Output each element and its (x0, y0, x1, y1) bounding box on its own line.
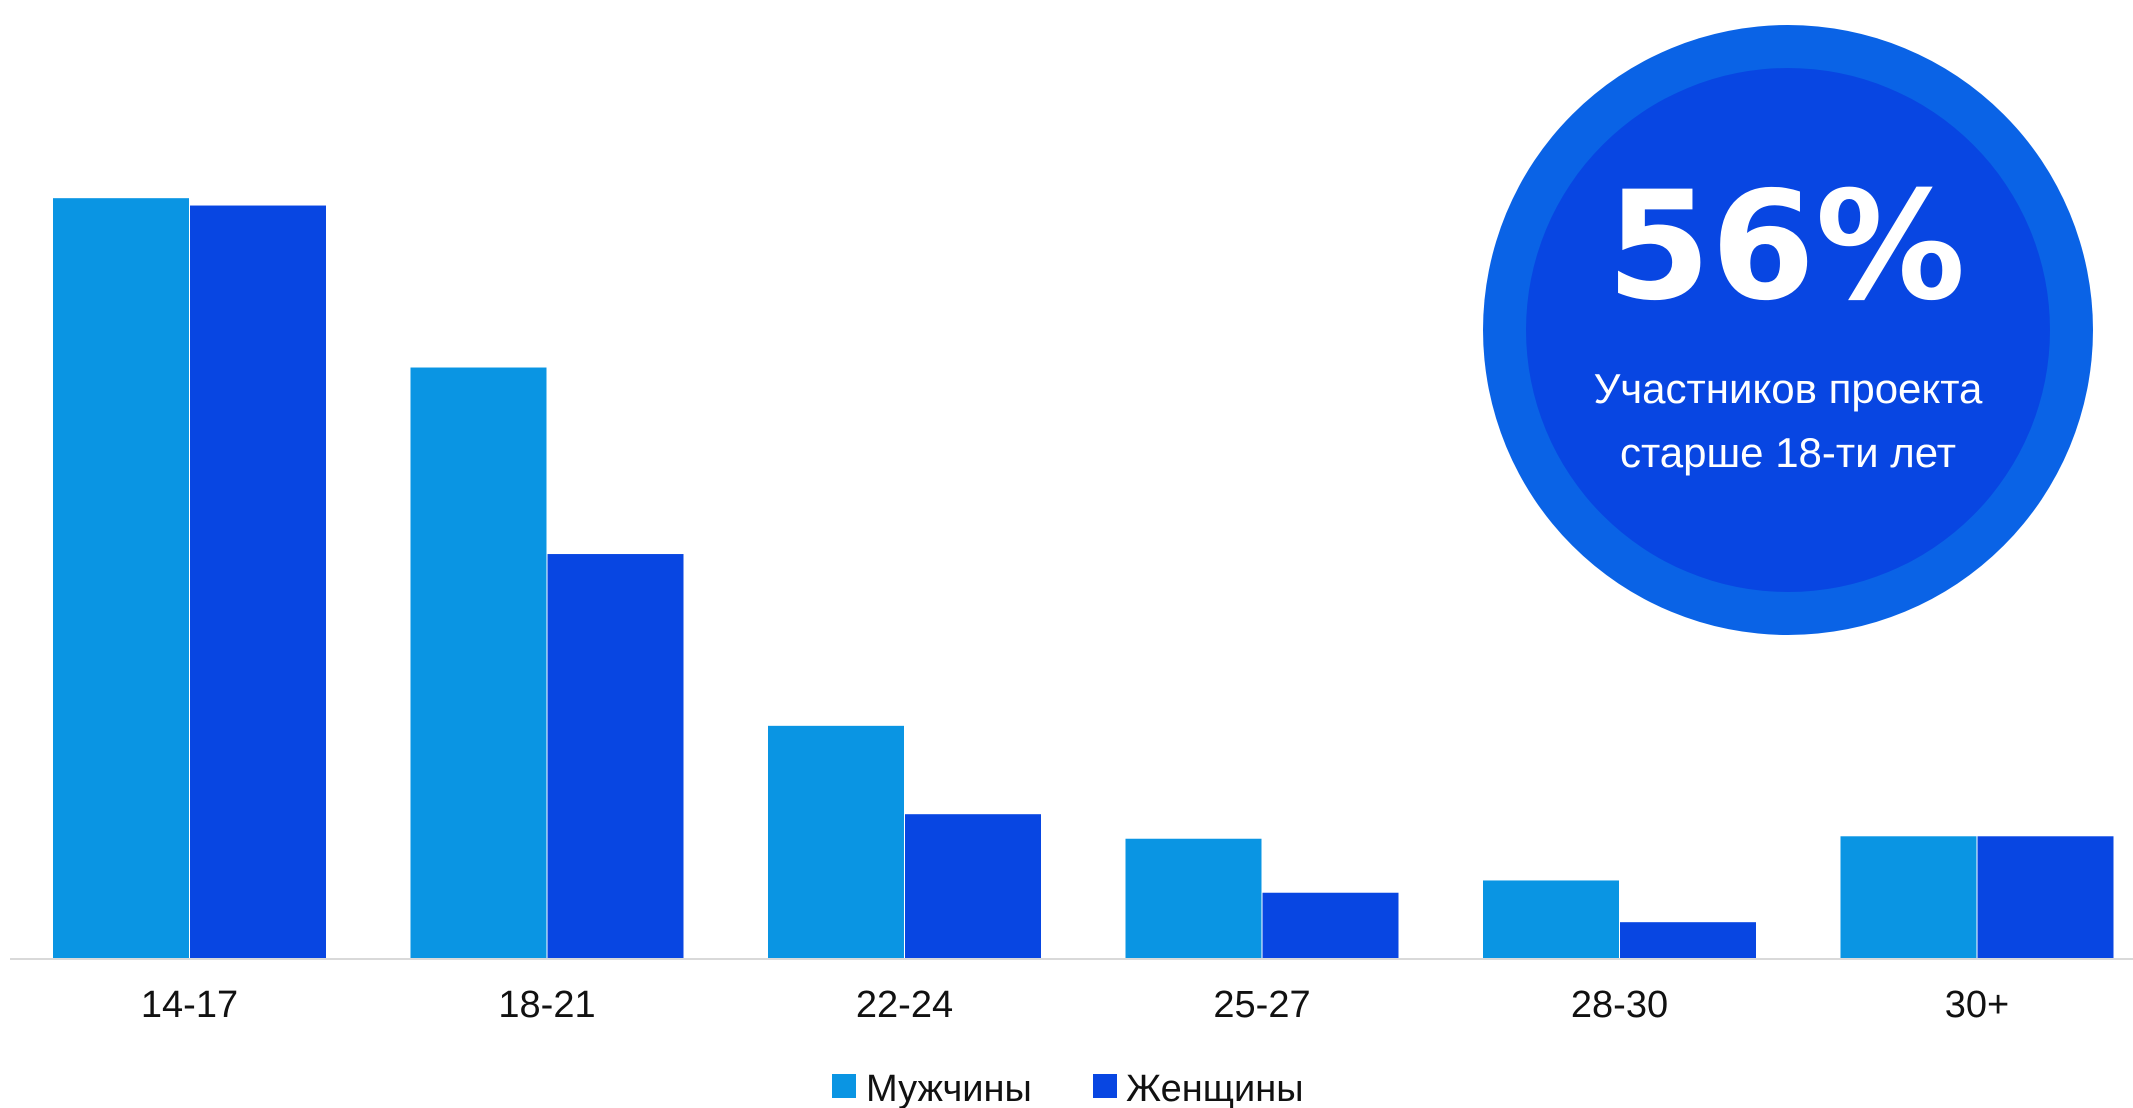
bar-women-14-17 (190, 205, 326, 959)
x-tick-label: 18-21 (498, 984, 595, 1026)
x-tick-labels: 14-17 18-21 22-24 25-27 28-30 30+ (141, 984, 2009, 1026)
bar-women-18-21 (547, 554, 684, 959)
bar-men-22-24 (768, 725, 904, 959)
bar-women-22-24 (905, 814, 1041, 959)
badge-value: 56% (1606, 160, 1965, 334)
stat-badge: 56% Участников проекта старше 18-ти лет (1483, 25, 2093, 635)
bar-women-25-27 (1262, 892, 1399, 959)
x-tick-label: 30+ (1945, 984, 2009, 1026)
badge-inner-circle (1526, 68, 2050, 592)
bars-layer (53, 198, 2114, 959)
bar-men-18-21 (410, 367, 547, 959)
bar-men-28-30 (1483, 880, 1619, 959)
legend-swatch-men (832, 1074, 856, 1098)
x-tick-label: 25-27 (1213, 984, 1310, 1026)
badge-caption-line2: старше 18-ти лет (1620, 429, 1956, 476)
bar-men-30+ (1840, 836, 1977, 959)
legend: Мужчины Женщины (832, 1068, 1304, 1108)
badge-caption-line1: Участников проекта (1594, 365, 1983, 412)
bar-men-25-27 (1125, 838, 1262, 959)
bar-men-14-17 (53, 198, 189, 959)
legend-label-men: Мужчины (866, 1068, 1032, 1108)
x-tick-label: 28-30 (1571, 984, 1668, 1026)
x-tick-label: 14-17 (141, 984, 238, 1026)
bar-women-30+ (1977, 836, 2114, 959)
legend-label-women: Женщины (1126, 1068, 1304, 1108)
bar-women-28-30 (1620, 922, 1756, 959)
legend-swatch-women (1093, 1074, 1117, 1098)
x-tick-label: 22-24 (856, 984, 953, 1026)
